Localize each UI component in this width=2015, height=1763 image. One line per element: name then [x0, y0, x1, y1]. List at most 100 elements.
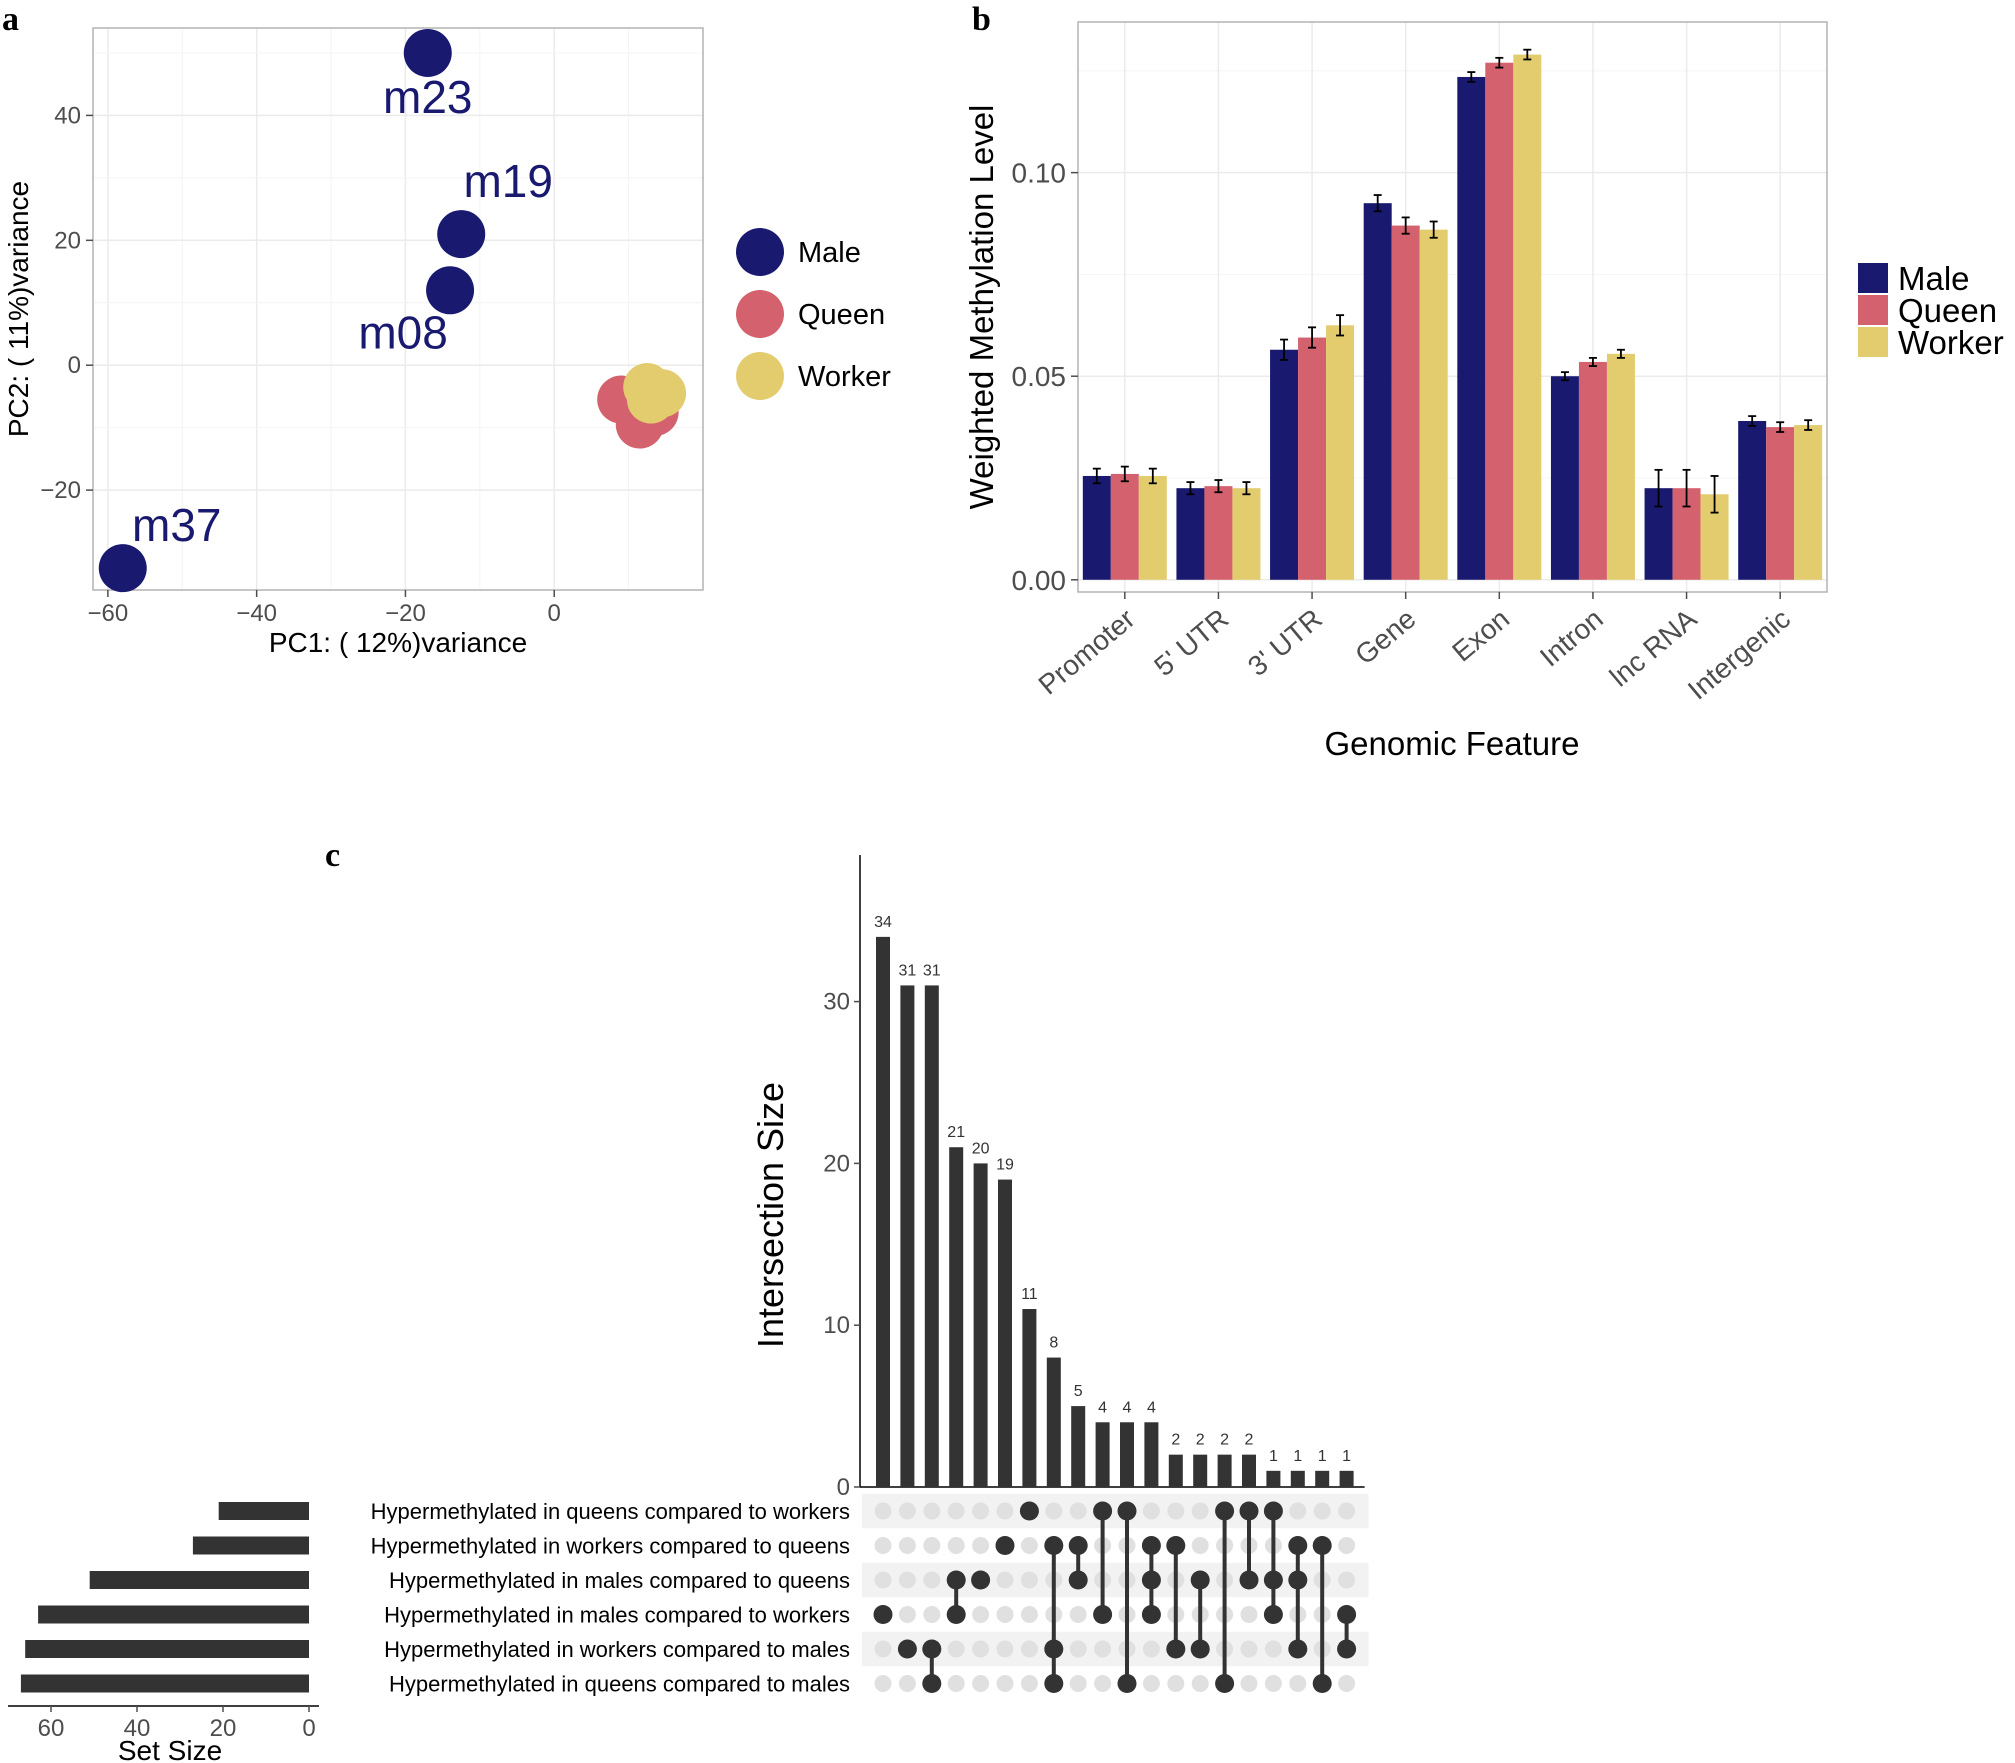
pca-x-tick-label: −60: [88, 600, 129, 627]
upset-intersection-label: 21: [947, 1124, 965, 1141]
upset-matrix-dot-empty: [1338, 1675, 1356, 1692]
methylation-bar-worker: [1794, 425, 1823, 580]
upset-intersection-bar: [949, 1147, 964, 1487]
upset-matrix-dot-filled: [1068, 1570, 1088, 1590]
upset-matrix-dot-filled: [1263, 1605, 1283, 1624]
methylation-legend-key-worker: [1858, 327, 1888, 357]
upset-matrix-dot-filled: [1044, 1536, 1064, 1555]
pca-point-male: [98, 544, 147, 593]
upset-matrix-dot-filled: [1141, 1605, 1161, 1624]
upset-matrix-dot-filled: [1263, 1570, 1283, 1590]
panel-label-c: c: [325, 837, 340, 874]
methylation-bar-queen: [1391, 225, 1420, 580]
pca-point-worker: [623, 363, 672, 412]
pca-point-label: m37: [132, 499, 221, 551]
methylation-legend-label: Worker: [1898, 324, 2004, 361]
methylation-x-tick-label: Gene: [1349, 603, 1421, 671]
methylation-bar-queen: [1485, 62, 1514, 580]
pca-legend-label: Queen: [798, 299, 885, 331]
methylation-bar-male: [1270, 349, 1299, 580]
upset-set-size-tick-label: 40: [124, 1715, 151, 1742]
upset-intersection-label: 19: [996, 1157, 1014, 1174]
methylation-bar-male: [1082, 475, 1111, 580]
methylation-x-tick-label: Promoter: [1033, 603, 1141, 701]
upset-matrix-dot-empty: [1167, 1502, 1185, 1520]
methylation-legend-label: Male: [1898, 260, 1970, 297]
methylation-bar-chart: 0.00 0.05 0.10 Promoter 5' UTR 3' UTR Gene Exon…: [963, 21, 2004, 762]
upset-matrix-dot-empty: [1142, 1675, 1160, 1692]
upset-matrix-dot-empty: [996, 1675, 1014, 1692]
upset-matrix-dot-empty: [874, 1640, 892, 1658]
upset-matrix-dot-filled: [1044, 1674, 1064, 1693]
upset-matrix-dot-empty: [1264, 1640, 1282, 1658]
methylation-y-axis-title: Weighted Methylation Level: [963, 105, 1000, 510]
upset-matrix-dot-empty: [923, 1571, 941, 1589]
methylation-bar-queen: [1766, 427, 1795, 580]
methylation-bar-worker: [1513, 54, 1542, 580]
pca-legend-key-worker: [736, 352, 784, 400]
upset-matrix-dot-filled: [1093, 1501, 1113, 1521]
upset-set-size-tick-label: 60: [38, 1715, 65, 1742]
upset-y-axis-title: Intersection Size: [750, 1082, 791, 1348]
upset-matrix-dot-filled: [1337, 1605, 1357, 1624]
upset-set-size-bar: [192, 1536, 309, 1555]
upset-matrix-dot-empty: [923, 1502, 941, 1520]
upset-matrix-dot-filled: [1117, 1674, 1137, 1693]
upset-matrix-dot-filled: [1239, 1501, 1259, 1521]
upset-matrix-dot-filled: [922, 1639, 942, 1659]
methylation-x-axis-title: Genomic Feature: [1325, 725, 1580, 762]
upset-intersection-label: 31: [923, 962, 941, 979]
pca-point-male: [403, 28, 452, 77]
upset-intersection-label: 4: [1147, 1399, 1156, 1416]
pca-y-axis-title: PC2: ( 11%)variance: [3, 181, 34, 437]
upset-matrix-dot-empty: [898, 1502, 916, 1520]
upset-matrix-dot-filled: [1312, 1536, 1332, 1555]
upset-matrix-dot-empty: [1094, 1675, 1112, 1692]
methylation-bar-male: [1457, 76, 1486, 580]
upset-matrix-dot-empty: [1338, 1502, 1356, 1520]
upset-matrix-dot-empty: [1020, 1606, 1038, 1623]
upset-set-size-bar: [20, 1674, 310, 1693]
upset-matrix-dot-filled: [1068, 1536, 1088, 1555]
upset-matrix-dot-filled: [1166, 1536, 1186, 1555]
upset-matrix-dot-empty: [874, 1675, 892, 1692]
methylation-bar-worker: [1326, 325, 1355, 580]
upset-matrix-dot-empty: [1289, 1502, 1307, 1520]
upset-y-tick-label: 0: [837, 1474, 850, 1501]
methylation-x-tick-label: Intergenic: [1682, 603, 1796, 706]
upset-matrix-dot-empty: [947, 1640, 965, 1658]
upset-matrix-dot-empty: [947, 1502, 965, 1520]
upset-set-size-tick-label: 0: [302, 1715, 315, 1742]
upset-intersection-label: 1: [1342, 1448, 1351, 1465]
upset-set-size-bar: [218, 1502, 309, 1520]
upset-y-tick-label: 10: [823, 1312, 850, 1339]
pca-y-tick-label: −20: [40, 477, 81, 504]
methylation-bar-queen: [1110, 473, 1139, 580]
methylation-x-tick-label: Intron: [1534, 603, 1609, 673]
upset-matrix-dot-empty: [1240, 1606, 1258, 1623]
upset-matrix-dot-filled: [1019, 1501, 1039, 1521]
pca-point-male: [437, 210, 486, 259]
upset-set-size-bar: [25, 1640, 309, 1658]
upset-matrix-dot-empty: [1020, 1537, 1038, 1554]
upset-set-size-bar: [38, 1605, 309, 1624]
upset-matrix-dot-empty: [898, 1571, 916, 1589]
upset-matrix-dot-empty: [1264, 1675, 1282, 1692]
upset-matrix-row-stripe: [862, 1631, 1369, 1667]
upset-set-name: Hypermethylated in workers compared to m…: [384, 1637, 850, 1662]
upset-y-tick-label: 20: [823, 1150, 850, 1177]
upset-matrix-dot-empty: [874, 1571, 892, 1589]
upset-matrix-dot-filled: [1288, 1536, 1308, 1555]
upset-matrix-dot-filled: [1288, 1639, 1308, 1659]
upset-matrix-dot-filled: [1141, 1536, 1161, 1555]
upset-intersection-bar: [1071, 1406, 1086, 1487]
upset-matrix-dot-empty: [1020, 1640, 1038, 1658]
upset-matrix-dot-filled: [971, 1570, 991, 1590]
upset-set-size-tick-label: 20: [210, 1715, 237, 1742]
upset-matrix-dot-empty: [1313, 1502, 1331, 1520]
methylation-bar-queen: [1298, 337, 1327, 580]
upset-matrix-dot-empty: [972, 1502, 990, 1520]
upset-set-name: Hypermethylated in workers compared to q…: [371, 1534, 850, 1559]
upset-intersection-label: 20: [972, 1140, 990, 1157]
